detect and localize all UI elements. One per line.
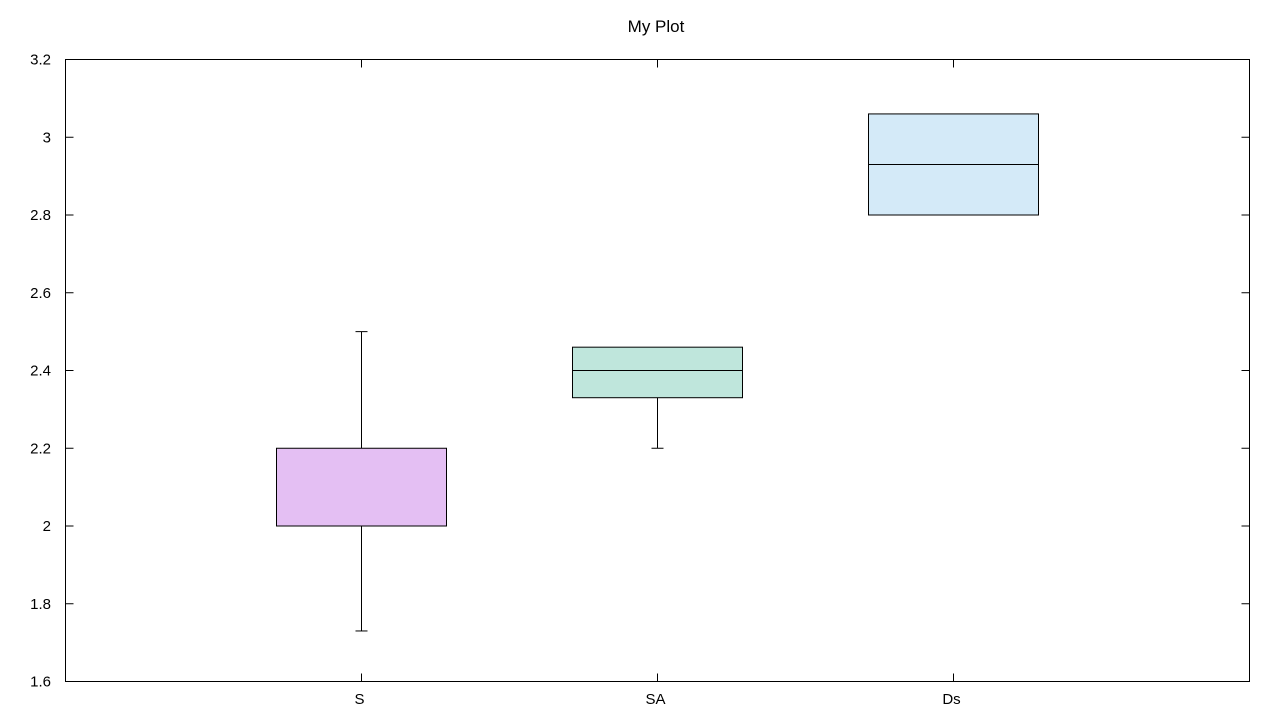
x-tick-label: Ds	[942, 691, 960, 708]
box-ds	[868, 113, 1039, 216]
box-s	[276, 331, 447, 632]
y-tick-label: 3.2	[30, 52, 51, 69]
y-tick-label: 3	[43, 129, 51, 146]
y-tick-label: 2.4	[30, 363, 51, 380]
chart-title: My Plot	[628, 17, 685, 36]
y-tick-label: 1.8	[30, 596, 51, 613]
y-axis: 1.6 1.8 2 2.2 2.4 2.6 2.8 3 3.2	[30, 52, 1250, 691]
x-tick-label: S	[354, 691, 364, 708]
boxes	[276, 113, 1039, 632]
y-tick-label: 1.6	[30, 674, 51, 691]
box-sa	[572, 346, 743, 449]
x-tick-label: SA	[645, 691, 665, 708]
box-body	[572, 346, 743, 399]
y-tick-label: 2.6	[30, 285, 51, 302]
y-tick-label: 2.2	[30, 440, 51, 457]
x-axis: S SA Ds	[354, 59, 961, 708]
y-tick-label: 2.8	[30, 207, 51, 224]
y-tick-label: 2	[43, 518, 51, 535]
box-body	[276, 447, 447, 527]
